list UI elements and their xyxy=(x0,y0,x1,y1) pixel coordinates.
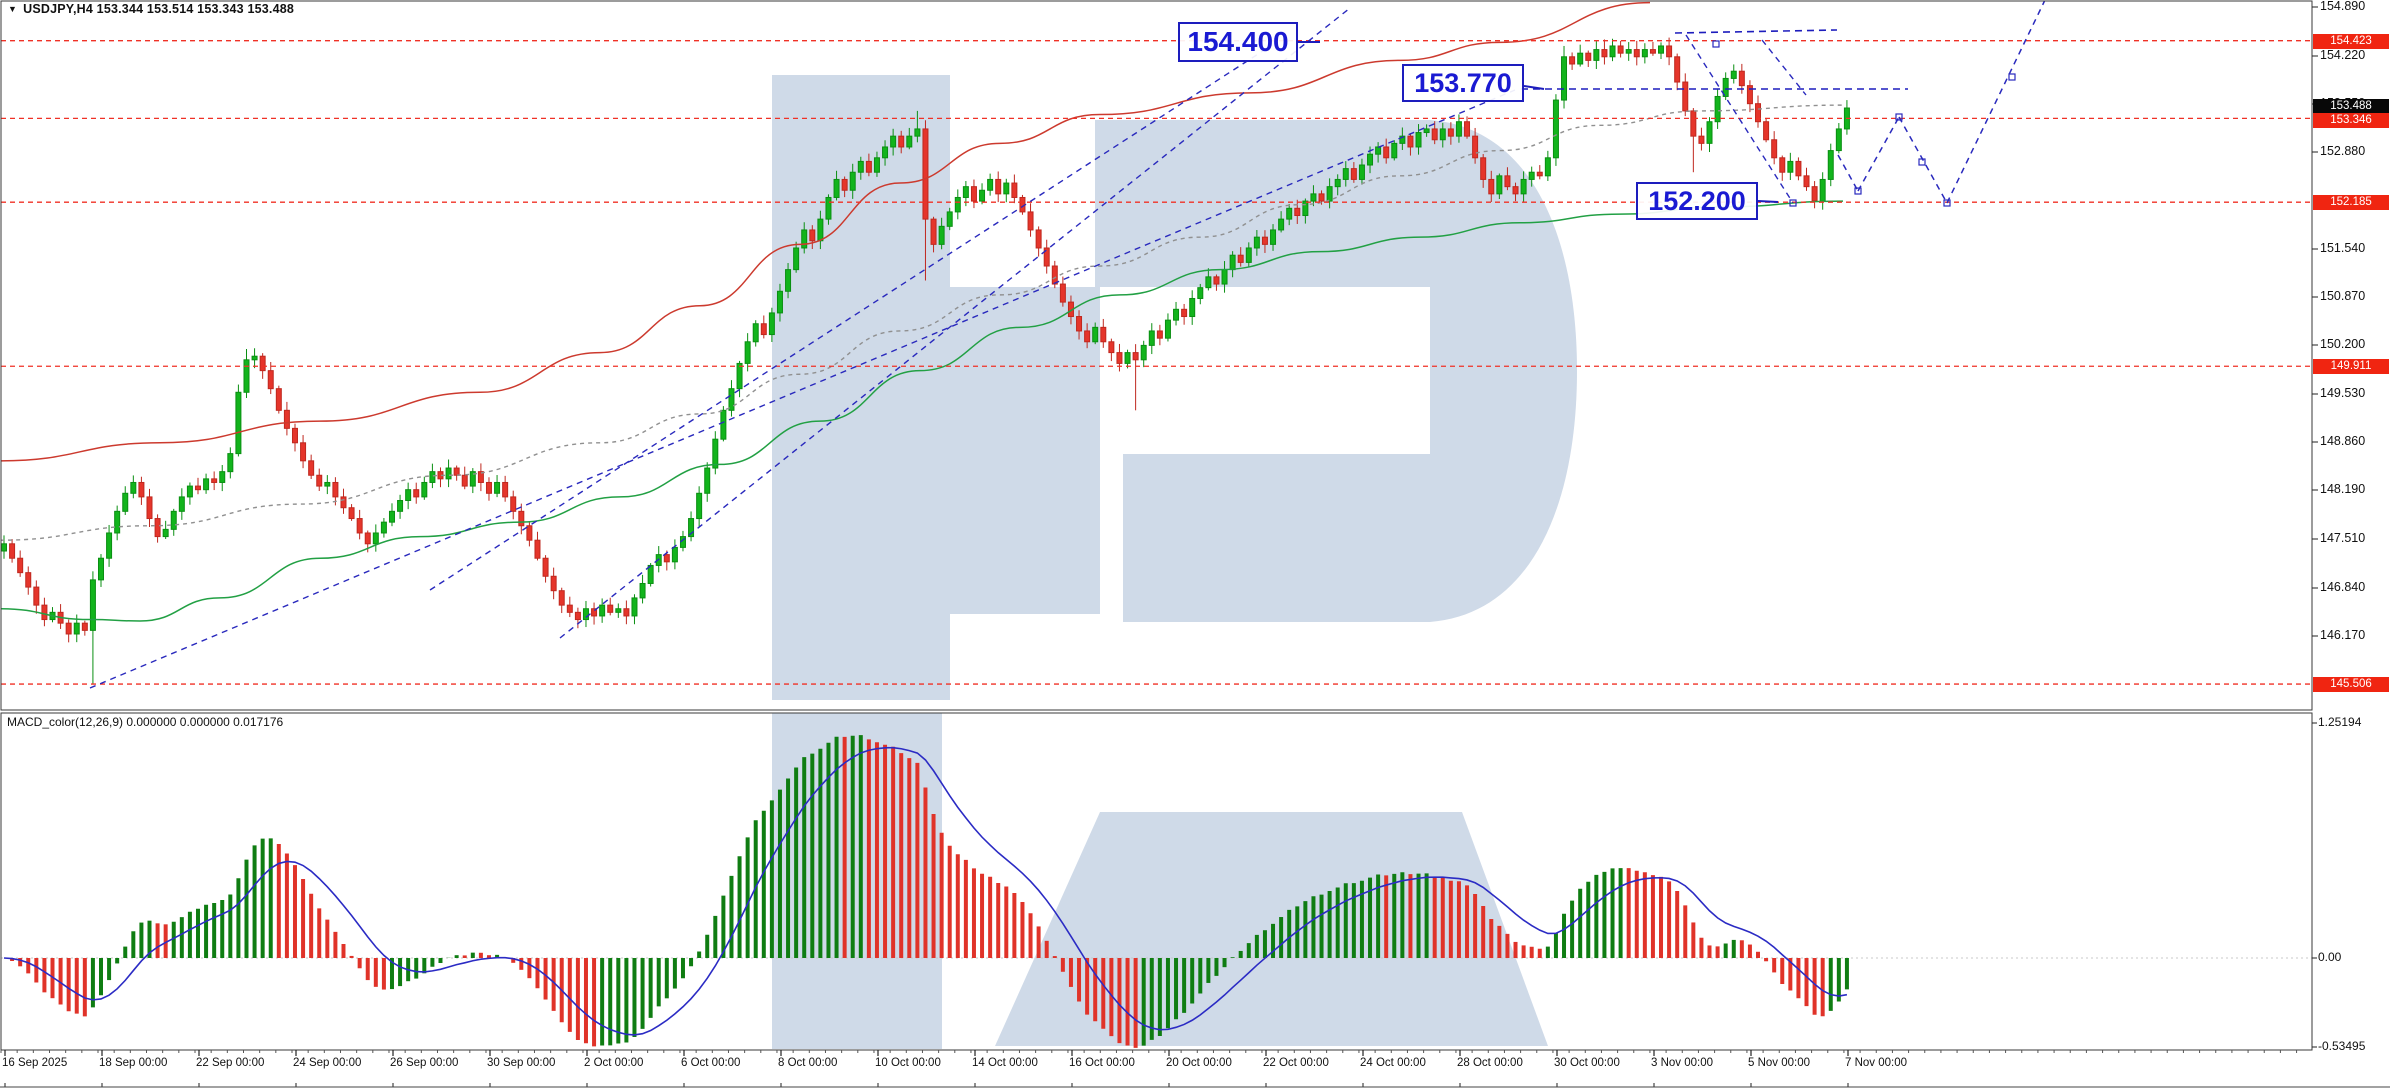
object-anchor-square[interactable] xyxy=(1918,158,1926,166)
object-anchor-square[interactable] xyxy=(1895,113,1903,121)
macd-pane-frame xyxy=(0,712,2313,1051)
ma-red xyxy=(1,1,1651,462)
down-channel-line[interactable] xyxy=(1685,34,1794,204)
macd-signal-line xyxy=(3,746,1848,1036)
projection-zigzag[interactable] xyxy=(1837,154,1859,192)
ma-green xyxy=(1,200,1844,622)
macd-pane[interactable] xyxy=(1,713,2312,1049)
trendline[interactable] xyxy=(429,44,1273,591)
price-pane[interactable] xyxy=(0,0,2312,700)
object-anchor-square[interactable] xyxy=(1854,187,1862,195)
horizontal-level-segment[interactable] xyxy=(1674,29,1838,34)
ma-gray-dashed xyxy=(1,104,1844,541)
callout-pointer xyxy=(1757,200,1779,203)
projection-zigzag[interactable] xyxy=(1946,0,2046,204)
watermark-logo-macd xyxy=(772,713,942,1049)
callout-pointer xyxy=(1523,85,1545,90)
projection-zigzag[interactable] xyxy=(1857,116,1900,192)
object-anchor-square[interactable] xyxy=(1712,40,1720,48)
object-anchor-square[interactable] xyxy=(1943,199,1951,207)
trendline[interactable] xyxy=(89,89,1516,689)
down-channel-line[interactable] xyxy=(1761,39,1807,96)
trendline[interactable] xyxy=(559,7,1351,639)
projection-zigzag[interactable] xyxy=(1898,116,1948,204)
object-anchor-square[interactable] xyxy=(1789,199,1797,207)
object-anchor-square[interactable] xyxy=(2008,73,2016,81)
price-pane-frame xyxy=(0,0,2313,711)
